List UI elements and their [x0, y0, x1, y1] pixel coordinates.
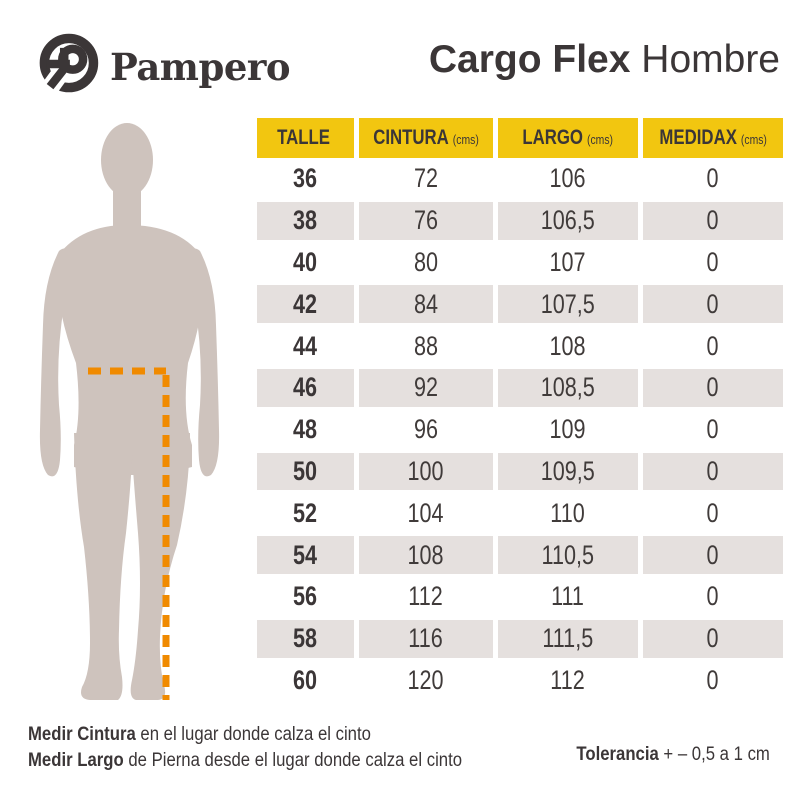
measure-cell: 108	[549, 330, 587, 361]
measure-cell: 107,5	[498, 283, 638, 326]
size-cell: 48	[293, 414, 318, 445]
measure-cell: 104	[407, 497, 445, 528]
column-header-cintura: CINTURA (cms)	[359, 118, 493, 158]
measure-cell: 111,5	[498, 617, 638, 660]
measure-cell: 120	[407, 664, 445, 695]
measure-cell: 108,5	[498, 366, 638, 409]
column-header-medidax: MEDIDAX (cms)	[643, 118, 783, 158]
measure-cell: 0	[643, 283, 783, 326]
measure-cell: 0	[706, 664, 720, 695]
measure-cell: 112	[550, 664, 586, 695]
measure-cell: 0	[643, 450, 783, 493]
column-header-talle: TALLE	[257, 118, 354, 158]
measure-cell: 110	[550, 497, 586, 528]
measure-cell: 0	[706, 246, 720, 277]
title-product: Cargo Flex	[428, 38, 631, 81]
male-silhouette-graphic	[39, 123, 220, 700]
measure-cell: 109	[549, 414, 587, 445]
measure-cell: 0	[643, 366, 783, 409]
measure-cell: 0	[706, 581, 720, 612]
size-cell: 36	[293, 163, 318, 194]
measure-cell: 0	[643, 199, 783, 242]
measure-cell: 109,5	[498, 450, 638, 493]
measure-cell: 0	[706, 163, 720, 194]
measure-lines	[88, 367, 170, 700]
pampero-logo-icon	[39, 33, 99, 93]
brand-name: Pampero	[110, 44, 291, 89]
measure-cell: 96	[413, 414, 439, 445]
column-header-largo: LARGO (cms)	[498, 118, 638, 158]
measure-cell: 108	[359, 534, 493, 576]
body-figure	[32, 115, 232, 715]
footnote-largo: Medir Largo de Pierna desde el lugar don…	[28, 750, 463, 771]
size-cell: 42	[257, 283, 354, 326]
measure-cell: 100	[359, 450, 493, 493]
title-audience: Hombre	[641, 38, 780, 81]
size-cell: 58	[257, 617, 354, 660]
measure-cell: 0	[706, 497, 720, 528]
measure-cell: 76	[359, 199, 493, 242]
measure-cell: 92	[359, 366, 493, 409]
size-table: TALLE CINTURA (cms) LARGO (cms) MEDIDAX (cm…	[257, 118, 783, 701]
brand-logo: Pampero	[34, 28, 291, 98]
size-cell: 52	[293, 497, 318, 528]
size-cell: 44	[293, 330, 318, 361]
measure-cell: 0	[706, 330, 720, 361]
size-cell: 54	[257, 534, 354, 576]
size-cell: 50	[257, 450, 354, 493]
footnote-cintura: Medir Cintura en el lugar donde calza el…	[28, 724, 371, 745]
measure-cell: 72	[413, 163, 439, 194]
size-cell: 46	[257, 366, 354, 409]
male-silhouette	[39, 123, 220, 700]
size-cell: 40	[293, 246, 318, 277]
measure-cell: 111	[551, 581, 585, 612]
measure-cell: 0	[706, 414, 720, 445]
measure-cell: 106	[549, 163, 587, 194]
size-cell: 56	[293, 581, 318, 612]
measure-cell: 84	[359, 283, 493, 326]
measure-cell: 110,5	[498, 534, 638, 576]
measure-cell: 112	[408, 581, 444, 612]
size-cell: 60	[293, 664, 318, 695]
measure-cell: 107	[549, 246, 587, 277]
measuring-instructions: Medir Cintura en el lugar donde calza el…	[28, 722, 521, 774]
tolerance-note: Tolerancia + – 0,5 a 1 cm	[576, 744, 770, 765]
measure-cell: 106,5	[498, 199, 638, 242]
measure-cell: 80	[413, 246, 439, 277]
measure-cell: 88	[413, 330, 439, 361]
size-cell: 38	[257, 199, 354, 242]
measure-cell: 0	[643, 534, 783, 576]
measure-cell: 116	[359, 617, 493, 660]
page-title: Cargo Flex Hombre	[429, 40, 780, 79]
measure-cell: 0	[643, 617, 783, 660]
